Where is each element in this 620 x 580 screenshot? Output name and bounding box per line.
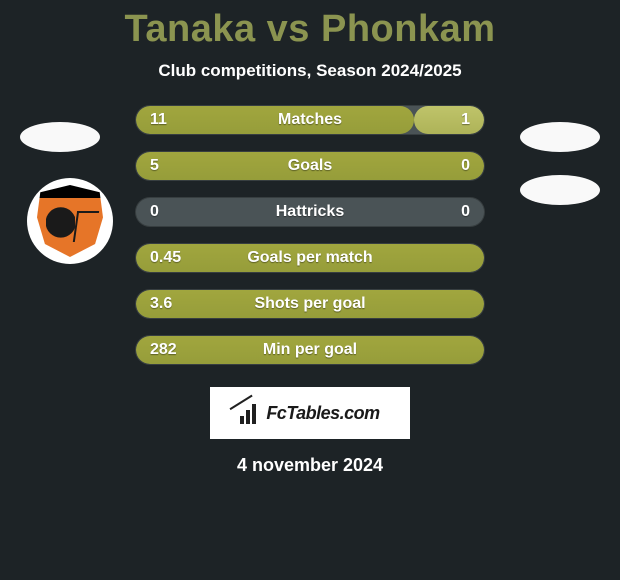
player-right-avatar [520, 122, 600, 152]
player-right-club-avatar [520, 175, 600, 205]
stat-row: 50Goals [135, 151, 485, 181]
bar-chart-icon [240, 402, 262, 424]
player-left-club-crest [27, 178, 113, 264]
stat-label: Matches [135, 105, 485, 135]
watermark-text: FcTables.com [266, 403, 379, 424]
stat-row: 282Min per goal [135, 335, 485, 365]
stat-label: Shots per goal [135, 289, 485, 319]
player-left-avatar [20, 122, 100, 152]
watermark: FcTables.com [210, 387, 410, 439]
stat-label: Hattricks [135, 197, 485, 227]
comparison-bars: 111Matches 50Goals 00Hattricks 0.45Goals pe… [135, 105, 485, 365]
crest-shield-icon [37, 185, 103, 257]
date-text: 4 november 2024 [0, 455, 620, 476]
stat-row: 111Matches [135, 105, 485, 135]
stat-label: Goals per match [135, 243, 485, 273]
stat-label: Min per goal [135, 335, 485, 365]
stat-label: Goals [135, 151, 485, 181]
stat-row: 3.6Shots per goal [135, 289, 485, 319]
page-title: Tanaka vs Phonkam [0, 0, 620, 51]
subtitle: Club competitions, Season 2024/2025 [0, 61, 620, 81]
stat-row: 00Hattricks [135, 197, 485, 227]
stat-row: 0.45Goals per match [135, 243, 485, 273]
